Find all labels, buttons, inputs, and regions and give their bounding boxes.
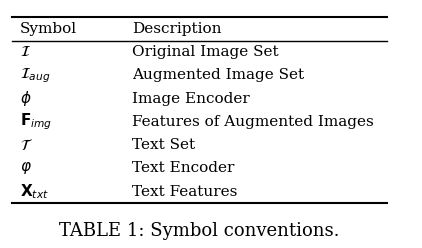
Text: Text Features: Text Features	[132, 185, 237, 199]
Text: Original Image Set: Original Image Set	[132, 45, 279, 59]
Text: $\mathcal{I}$: $\mathcal{I}$	[20, 45, 31, 59]
Text: Symbol: Symbol	[20, 22, 77, 36]
Text: TABLE 1: Symbol conventions.: TABLE 1: Symbol conventions.	[60, 222, 340, 240]
Text: Text Encoder: Text Encoder	[132, 161, 234, 176]
Text: $\mathcal{T}$: $\mathcal{T}$	[20, 138, 33, 153]
Text: Image Encoder: Image Encoder	[132, 92, 249, 106]
Text: Features of Augmented Images: Features of Augmented Images	[132, 115, 373, 129]
Text: $\mathbf{F}_{img}$: $\mathbf{F}_{img}$	[20, 112, 52, 132]
Text: $\phi$: $\phi$	[20, 89, 32, 108]
Text: Description: Description	[132, 22, 221, 36]
Text: Augmented Image Set: Augmented Image Set	[132, 68, 304, 83]
Text: Text Set: Text Set	[132, 138, 195, 152]
Text: $\varphi$: $\varphi$	[20, 160, 32, 177]
Text: $\mathcal{I}_{aug}$: $\mathcal{I}_{aug}$	[20, 66, 51, 85]
Text: $\mathbf{X}_{txt}$: $\mathbf{X}_{txt}$	[20, 182, 49, 201]
